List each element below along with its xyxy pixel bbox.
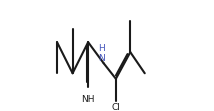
Text: H: H (98, 44, 105, 53)
Text: Cl: Cl (111, 103, 120, 111)
Text: NH: NH (81, 95, 95, 104)
Text: N: N (98, 54, 105, 63)
